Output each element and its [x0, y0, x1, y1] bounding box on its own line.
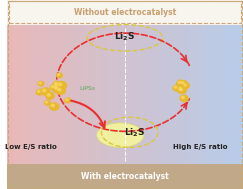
Text: $\mathbf{Li_2S}$: $\mathbf{Li_2S}$	[124, 127, 145, 139]
Circle shape	[66, 99, 68, 101]
Bar	[219, 25, 226, 164]
Bar	[90, 25, 96, 164]
Circle shape	[177, 86, 185, 93]
Bar	[7, 25, 13, 164]
Circle shape	[184, 84, 186, 86]
Bar	[149, 25, 155, 164]
FancyBboxPatch shape	[7, 164, 243, 189]
Bar	[43, 25, 49, 164]
Circle shape	[179, 88, 182, 90]
Bar	[137, 25, 143, 164]
Text: High E/S ratio: High E/S ratio	[173, 144, 228, 150]
Circle shape	[57, 73, 62, 78]
Bar	[172, 25, 178, 164]
Bar	[155, 25, 161, 164]
Bar	[202, 25, 208, 164]
Circle shape	[177, 80, 185, 87]
Circle shape	[180, 95, 188, 102]
Circle shape	[39, 82, 41, 84]
Circle shape	[183, 83, 189, 88]
Circle shape	[54, 85, 57, 87]
Circle shape	[52, 83, 62, 91]
Bar	[66, 25, 72, 164]
Bar	[237, 25, 243, 164]
Bar	[36, 25, 43, 164]
Circle shape	[58, 83, 62, 86]
Circle shape	[65, 98, 71, 103]
Bar	[131, 25, 137, 164]
Circle shape	[50, 103, 59, 110]
Circle shape	[45, 101, 47, 103]
Bar	[7, 25, 125, 164]
Circle shape	[182, 96, 184, 99]
Circle shape	[55, 82, 57, 84]
Text: With electrocatalyst: With electrocatalyst	[81, 172, 169, 181]
Circle shape	[56, 87, 65, 94]
Circle shape	[38, 81, 44, 86]
Bar	[178, 25, 184, 164]
Circle shape	[47, 94, 50, 96]
Circle shape	[46, 93, 54, 99]
Bar	[84, 25, 90, 164]
Ellipse shape	[97, 123, 144, 147]
Bar	[225, 25, 231, 164]
Circle shape	[43, 89, 46, 92]
Bar	[214, 25, 220, 164]
Circle shape	[54, 87, 58, 89]
Text: LiPSs: LiPSs	[79, 86, 95, 91]
Bar	[166, 25, 173, 164]
Bar	[48, 25, 54, 164]
Bar	[31, 25, 37, 164]
Bar	[143, 25, 149, 164]
Bar	[101, 25, 108, 164]
Circle shape	[173, 85, 180, 91]
Circle shape	[178, 81, 181, 84]
Bar	[95, 25, 102, 164]
Circle shape	[41, 88, 50, 95]
Bar	[160, 25, 166, 164]
Bar	[125, 25, 131, 164]
Circle shape	[37, 90, 40, 92]
Text: $\mathbf{Li_2S}$: $\mathbf{Li_2S}$	[114, 31, 136, 43]
Circle shape	[51, 104, 54, 107]
Circle shape	[58, 74, 60, 76]
Circle shape	[51, 86, 53, 88]
Circle shape	[180, 81, 187, 86]
Text: Low E/S ratio: Low E/S ratio	[5, 144, 57, 150]
Circle shape	[44, 101, 50, 105]
Bar	[107, 25, 113, 164]
Circle shape	[56, 81, 67, 90]
Bar	[54, 25, 60, 164]
Bar	[113, 25, 119, 164]
Circle shape	[53, 85, 63, 93]
Bar	[231, 25, 237, 164]
Bar	[72, 25, 78, 164]
Bar	[25, 25, 31, 164]
Bar	[125, 25, 243, 164]
Circle shape	[174, 86, 177, 88]
Circle shape	[50, 85, 56, 90]
FancyBboxPatch shape	[7, 0, 243, 25]
Bar	[208, 25, 214, 164]
Circle shape	[178, 87, 186, 94]
Bar	[60, 25, 66, 164]
Circle shape	[53, 81, 61, 87]
Circle shape	[58, 88, 61, 91]
Bar	[19, 25, 25, 164]
Bar	[190, 25, 196, 164]
Text: Without electrocatalyst: Without electrocatalyst	[74, 8, 176, 17]
Bar	[184, 25, 190, 164]
Bar	[119, 25, 125, 164]
Bar	[78, 25, 84, 164]
Circle shape	[36, 89, 43, 95]
Bar	[13, 25, 19, 164]
Bar	[196, 25, 202, 164]
Circle shape	[182, 82, 184, 84]
Circle shape	[180, 88, 182, 91]
